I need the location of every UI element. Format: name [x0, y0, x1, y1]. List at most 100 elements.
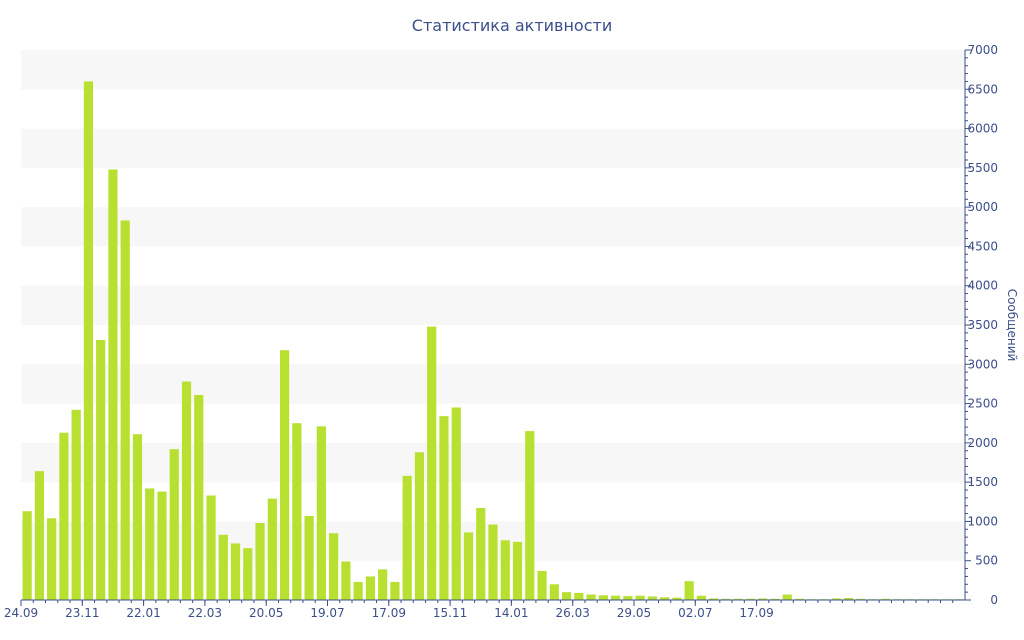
x-tick-label: 15.11: [433, 606, 467, 620]
grid-band: [21, 128, 965, 168]
x-tick-label: 20.05: [249, 606, 283, 620]
bar: [635, 595, 645, 600]
bar: [574, 592, 584, 600]
bar: [279, 350, 290, 600]
bar: [108, 169, 118, 600]
bar: [304, 515, 314, 600]
bar: [59, 432, 69, 600]
bar: [83, 81, 94, 600]
x-tick-label: 22.01: [126, 606, 160, 620]
y-axis-title: Сообщений: [1005, 289, 1019, 362]
x-tick-label: 29.05: [617, 606, 651, 620]
chart-title: Статистика активности: [412, 16, 612, 35]
bar: [500, 540, 510, 600]
bar: [230, 543, 241, 600]
bar: [856, 598, 866, 600]
bar: [47, 518, 57, 600]
x-tick-label: 26.03: [556, 606, 590, 620]
x-tick-label: 14.01: [494, 606, 528, 620]
y-tick-label: 5500: [967, 161, 998, 175]
bar: [463, 532, 474, 600]
bar: [132, 434, 143, 600]
x-axis: 24.09 23.11 22.01 22.03 20.05 19.07 17.09 15.11…: [4, 599, 965, 620]
grid-band: [21, 207, 965, 247]
bar: [243, 548, 253, 600]
bar: [758, 598, 768, 600]
bar: [598, 595, 608, 600]
bar: [721, 598, 731, 600]
y-tick-label: 2000: [967, 436, 998, 450]
x-tick-label: 23.11: [65, 606, 99, 620]
bar: [206, 495, 216, 600]
x-tick-label: 02.07: [678, 606, 712, 620]
bar: [647, 596, 657, 600]
bar: [365, 576, 375, 600]
bar: [145, 488, 155, 600]
y-tick-label: 3000: [967, 357, 998, 371]
x-tick-label: 19.07: [310, 606, 344, 620]
bar: [709, 598, 719, 600]
bar: [439, 416, 449, 600]
x-tick-label: 17.09: [372, 606, 406, 620]
bar: [341, 561, 351, 600]
bar: [586, 594, 596, 600]
bar: [414, 452, 425, 600]
y-tick-label: 0: [990, 593, 998, 607]
x-tick-label: 17.09: [739, 606, 773, 620]
bar: [733, 598, 743, 600]
bar: [157, 491, 167, 600]
bars: [22, 81, 964, 600]
bar: [255, 523, 265, 600]
x-tick-label: 24.09: [4, 606, 38, 620]
bar: [880, 598, 890, 600]
y-tick-label: 5000: [967, 200, 998, 214]
y-tick-label: 1000: [967, 514, 998, 528]
bar: [427, 326, 437, 600]
bar: [794, 598, 805, 600]
bar: [96, 339, 106, 600]
bar: [169, 449, 179, 600]
bar: [561, 592, 572, 600]
bar: [22, 511, 32, 600]
grid-bands: [21, 50, 965, 561]
bar: [611, 595, 621, 600]
y-tick-label: 3500: [967, 318, 998, 332]
bar: [120, 220, 130, 600]
bar: [525, 431, 535, 600]
bar: [316, 426, 326, 600]
y-tick-label: 6500: [967, 82, 998, 96]
bar: [402, 475, 412, 600]
bar: [672, 597, 682, 600]
y-tick-label: 6000: [967, 122, 998, 136]
bar: [218, 534, 228, 600]
bar: [549, 584, 559, 600]
bar: [745, 598, 756, 600]
bar: [329, 533, 339, 600]
grid-band: [21, 364, 965, 404]
y-tick-label: 7000: [967, 43, 998, 57]
bar: [476, 508, 486, 600]
bar: [696, 595, 707, 600]
grid-band: [21, 285, 965, 325]
bar: [660, 597, 670, 600]
bar: [488, 524, 498, 600]
bar: [267, 498, 277, 600]
y-tick-label: 2500: [967, 397, 998, 411]
grid-band: [21, 442, 965, 483]
bar: [512, 541, 523, 600]
bar: [782, 594, 792, 600]
bar: [353, 581, 363, 600]
bar: [684, 581, 694, 600]
bar: [623, 596, 633, 600]
bar: [451, 407, 461, 600]
y-tick-label: 500: [975, 554, 998, 568]
y-axis: 0 500 1000 1500 2000 2500 3000 3500 4000 4500 5000…: [964, 43, 998, 607]
bar: [194, 394, 204, 600]
bar: [831, 598, 841, 600]
bar: [770, 598, 780, 600]
y-tick-label: 4000: [967, 279, 998, 293]
bar: [378, 569, 388, 600]
y-tick-label: 1500: [967, 475, 998, 489]
